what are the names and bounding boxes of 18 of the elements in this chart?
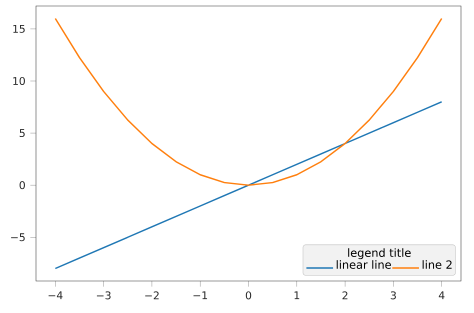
y-tick-label: 15 [13,24,25,33]
x-tick-label: 2 [342,291,348,300]
x-tick-label: 4 [438,291,444,300]
x-tick-label: −3 [96,291,111,300]
x-tick-label: −2 [145,291,159,300]
y-tick-label: 5 [20,129,25,138]
x-tick-label: 0 [246,291,252,300]
x-tick-label: 3 [390,291,396,300]
x-tick-label: −1 [193,291,208,300]
x-tick-label: 1 [294,291,300,300]
legend-label: linear line [336,260,391,269]
x-tick-label: −4 [48,291,63,300]
y-tick-label: −5 [11,233,25,242]
legend-label: line 2 [422,260,452,269]
y-tick-label: 0 [20,181,25,190]
y-tick-label: 10 [13,76,25,86]
line-series [54,18,442,186]
legend-title: legend title [348,248,411,260]
